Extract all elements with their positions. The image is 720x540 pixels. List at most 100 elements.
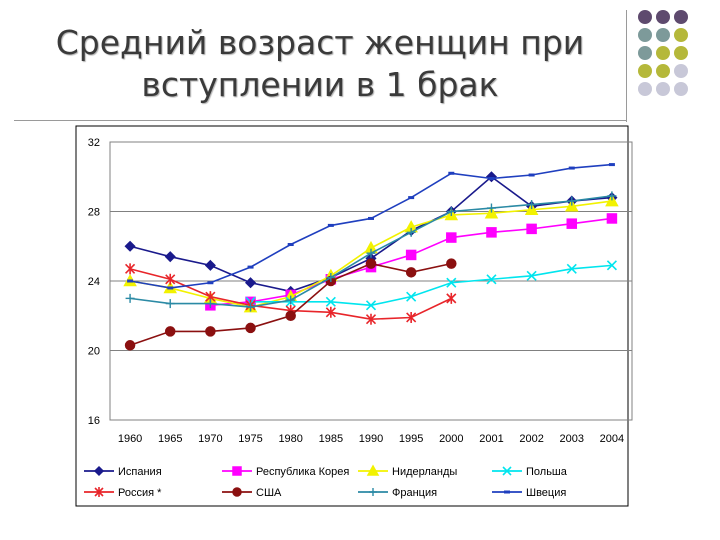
data-point [528,173,535,177]
x-tick-label: 1960 [118,433,142,445]
data-point [165,299,175,309]
decor-dot [638,46,652,60]
legend-marker [366,464,380,476]
data-point [406,227,416,237]
legend-marker [232,487,242,497]
data-point [245,322,256,334]
data-point [125,263,136,275]
data-point [167,286,174,290]
data-point [325,296,336,307]
data-point [285,310,296,321]
data-point [446,277,457,288]
data-point [247,265,254,269]
x-tick-label: 2003 [560,433,584,445]
decor-vertical-rule [626,10,627,122]
data-point [326,273,336,283]
legend-label: Россия * [118,487,162,499]
x-tick-label: 1970 [198,433,222,445]
data-point [125,293,135,303]
decor-dot [674,64,688,78]
data-point [164,326,176,337]
y-tick-label: 32 [88,137,100,149]
y-tick-label: 28 [88,207,100,219]
data-point [446,207,456,216]
data-point [204,259,216,271]
legend-label: Швеция [526,487,566,499]
data-point [368,216,374,220]
decor-dot [656,46,670,60]
series-line-4 [250,264,612,307]
data-point [605,194,619,207]
x-tick-label: 1985 [319,433,343,445]
data-point [567,196,577,206]
legend-marker [504,490,510,494]
data-point [446,258,457,269]
data-point [606,260,617,271]
decor-dot [638,28,652,42]
legend-label: Франция [392,487,437,499]
data-point [486,227,497,238]
data-point [484,206,499,219]
data-point [365,258,377,269]
legend-label: Нидерланды [392,466,457,478]
decor-dot [674,82,688,96]
data-point [526,270,537,281]
data-point [244,277,257,289]
decor-dot [674,10,688,24]
decor-dot [656,28,670,42]
decor-dot [674,46,688,60]
data-point [205,299,215,309]
y-tick-label: 24 [88,276,100,288]
x-tick-label: 2001 [479,433,503,445]
x-tick-label: 1990 [359,433,383,445]
legend-marker [502,466,512,476]
x-tick-label: 2000 [439,433,463,445]
data-point [607,191,617,201]
data-point [566,218,578,229]
legend-marker [369,488,377,496]
y-tick-label: 20 [88,346,100,358]
legend-marker [93,465,105,477]
data-point [486,203,496,213]
data-point [366,248,376,258]
x-tick-label: 1975 [238,433,262,445]
slide-title: Средний возраст женщин при вступлении в … [40,22,600,106]
decor-dot [638,82,652,96]
legend-label: Испания [118,466,162,478]
plot-area [109,141,633,421]
x-tick-label: 1980 [278,433,302,445]
data-point [127,279,134,283]
data-point [325,306,336,318]
data-point [286,295,296,305]
decor-horizontal-rule [14,120,626,121]
data-point [405,249,417,261]
legend-label: Республика Корея [256,466,349,478]
data-point [405,267,417,278]
data-point [406,291,417,302]
data-point [565,199,579,212]
data-point [606,213,618,224]
x-tick-label: 2002 [519,433,543,445]
data-point [526,223,537,235]
data-point [446,292,457,304]
legend-label: Польша [526,466,568,478]
data-point [608,163,615,167]
data-point [246,302,256,312]
data-point [124,340,136,351]
decor-dot [638,10,652,24]
decor-dot [656,10,670,24]
data-point [406,311,417,323]
data-point [365,313,377,325]
slide-title-line1: Средний возраст женщин при [55,23,585,62]
data-point [287,243,294,247]
x-tick-label: 1965 [158,433,182,445]
data-point [488,176,495,180]
decor-dot [656,64,670,78]
data-point [524,202,539,216]
x-tick-label: 2004 [600,433,624,445]
data-point [165,273,176,285]
legend-marker [232,466,242,476]
data-point [124,240,136,252]
decor-dot [638,64,652,78]
